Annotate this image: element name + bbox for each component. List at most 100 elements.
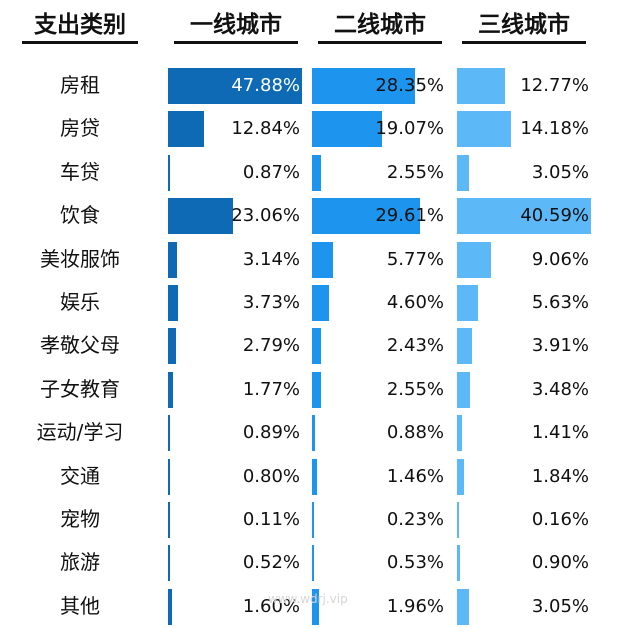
value-bar bbox=[168, 502, 170, 538]
value-bar bbox=[312, 502, 314, 538]
value-cell: 0.88% bbox=[312, 411, 446, 454]
value-bar bbox=[312, 458, 318, 495]
value-label: 3.91% bbox=[531, 335, 589, 357]
value-cell: 0.52% bbox=[168, 541, 302, 584]
value-bar bbox=[457, 415, 463, 452]
value-bar bbox=[312, 154, 322, 191]
value-cell: 1.41% bbox=[457, 411, 591, 454]
value-bar bbox=[168, 545, 170, 582]
value-bar bbox=[457, 545, 461, 582]
value-label: 1.41% bbox=[531, 422, 589, 444]
value-label: 2.79% bbox=[242, 335, 300, 357]
value-cell: 1.60% bbox=[168, 585, 302, 628]
category-label: 娱乐 bbox=[60, 290, 100, 314]
value-label: 1.84% bbox=[531, 465, 589, 487]
value-label: 40.59% bbox=[520, 205, 589, 227]
value-label: 0.80% bbox=[242, 465, 300, 487]
value-bar bbox=[312, 111, 382, 148]
value-bar bbox=[312, 415, 316, 452]
value-label: 1.60% bbox=[242, 595, 300, 617]
value-bar bbox=[457, 154, 469, 191]
table-row: 房租 47.88% 28.35% 12.77% bbox=[0, 64, 625, 107]
value-bar bbox=[168, 415, 171, 452]
value-bar bbox=[457, 502, 459, 538]
category-label: 宠物 bbox=[60, 507, 100, 531]
value-bar bbox=[312, 371, 322, 408]
table-header: 支出类别 一线城市 二线城市 三线城市 bbox=[0, 0, 625, 50]
table-row: 娱乐 3.73% 4.60% 5.63% bbox=[0, 281, 625, 324]
value-label: 47.88% bbox=[231, 75, 300, 96]
value-cell: 3.73% bbox=[168, 281, 302, 324]
value-cell: 12.77% bbox=[457, 64, 591, 107]
value-label: 14.18% bbox=[520, 118, 589, 140]
table-row: 其他 1.60% 1.96% 3.05% bbox=[0, 585, 625, 628]
category-label: 美妆服饰 bbox=[40, 246, 120, 271]
value-cell: 1.77% bbox=[168, 368, 302, 411]
value-cell: 0.89% bbox=[168, 411, 302, 454]
value-bar bbox=[168, 371, 173, 408]
value-cell: 0.90% bbox=[457, 541, 591, 584]
value-label: 0.88% bbox=[386, 422, 444, 444]
header-tier1: 一线城市 bbox=[170, 10, 302, 44]
header-underline bbox=[22, 41, 138, 44]
value-label: 0.90% bbox=[531, 552, 589, 574]
value-label: 0.23% bbox=[386, 509, 444, 530]
header-tier1-label: 一线城市 bbox=[190, 12, 282, 38]
value-cell: 3.05% bbox=[457, 585, 591, 628]
value-label: 3.05% bbox=[531, 161, 589, 183]
value-bar bbox=[312, 545, 314, 582]
category-label: 旅游 bbox=[60, 550, 100, 575]
table-row: 子女教育 1.77% 2.55% 3.48% bbox=[0, 368, 625, 411]
value-label: 0.16% bbox=[531, 509, 589, 530]
value-cell: 0.16% bbox=[457, 498, 591, 541]
value-cell: 9.06% bbox=[457, 238, 591, 281]
table-row: 旅游 0.52% 0.53% 0.90% bbox=[0, 541, 625, 584]
category-label: 饮食 bbox=[60, 203, 100, 228]
value-label: 23.06% bbox=[231, 205, 300, 227]
table-row: 房贷 12.84% 19.07% 14.18% bbox=[0, 107, 625, 150]
table-row: 车贷 0.87% 2.55% 3.05% bbox=[0, 151, 625, 194]
category-label: 交通 bbox=[60, 463, 100, 488]
header-underline bbox=[174, 41, 298, 44]
value-label: 1.96% bbox=[386, 595, 444, 617]
value-cell: 2.43% bbox=[312, 324, 446, 367]
value-label: 1.77% bbox=[242, 378, 300, 400]
value-cell: 14.18% bbox=[457, 107, 591, 150]
value-label: 12.84% bbox=[231, 118, 300, 140]
header-tier2: 二线城市 bbox=[314, 10, 446, 44]
value-bar bbox=[457, 458, 464, 495]
value-label: 3.73% bbox=[242, 292, 300, 313]
header-tier2-label: 二线城市 bbox=[334, 12, 426, 38]
value-label: 1.46% bbox=[386, 465, 444, 487]
value-label: 5.63% bbox=[531, 292, 589, 313]
table-row: 宠物 0.11% 0.23% 0.16% bbox=[0, 498, 625, 541]
value-cell: 5.63% bbox=[457, 281, 591, 324]
value-cell: 2.55% bbox=[312, 151, 446, 194]
value-bar bbox=[457, 588, 469, 625]
header-underline bbox=[318, 41, 442, 44]
value-cell: 1.46% bbox=[312, 455, 446, 498]
header-category-label: 支出类别 bbox=[34, 12, 126, 38]
value-cell: 3.05% bbox=[457, 151, 591, 194]
value-bar bbox=[168, 241, 177, 278]
value-label: 4.60% bbox=[386, 292, 444, 313]
category-label: 房贷 bbox=[60, 116, 100, 141]
table-row: 美妆服饰 3.14% 5.77% 9.06% bbox=[0, 238, 625, 281]
value-bar bbox=[457, 285, 479, 321]
category-label: 运动/学习 bbox=[36, 420, 124, 445]
value-label: 3.05% bbox=[531, 595, 589, 617]
value-bar bbox=[168, 154, 171, 191]
value-label: 28.35% bbox=[375, 75, 444, 96]
value-label: 2.55% bbox=[386, 378, 444, 400]
value-cell: 28.35% bbox=[312, 64, 446, 107]
table-row: 交通 0.80% 1.46% 1.84% bbox=[0, 455, 625, 498]
value-cell: 47.88% bbox=[168, 64, 302, 107]
value-cell: 2.55% bbox=[312, 368, 446, 411]
value-label: 0.89% bbox=[242, 422, 300, 444]
value-cell: 19.07% bbox=[312, 107, 446, 150]
value-cell: 0.53% bbox=[312, 541, 446, 584]
value-bar bbox=[312, 328, 321, 365]
value-cell: 3.14% bbox=[168, 238, 302, 281]
value-bar bbox=[312, 241, 334, 278]
header-category: 支出类别 bbox=[18, 10, 142, 44]
